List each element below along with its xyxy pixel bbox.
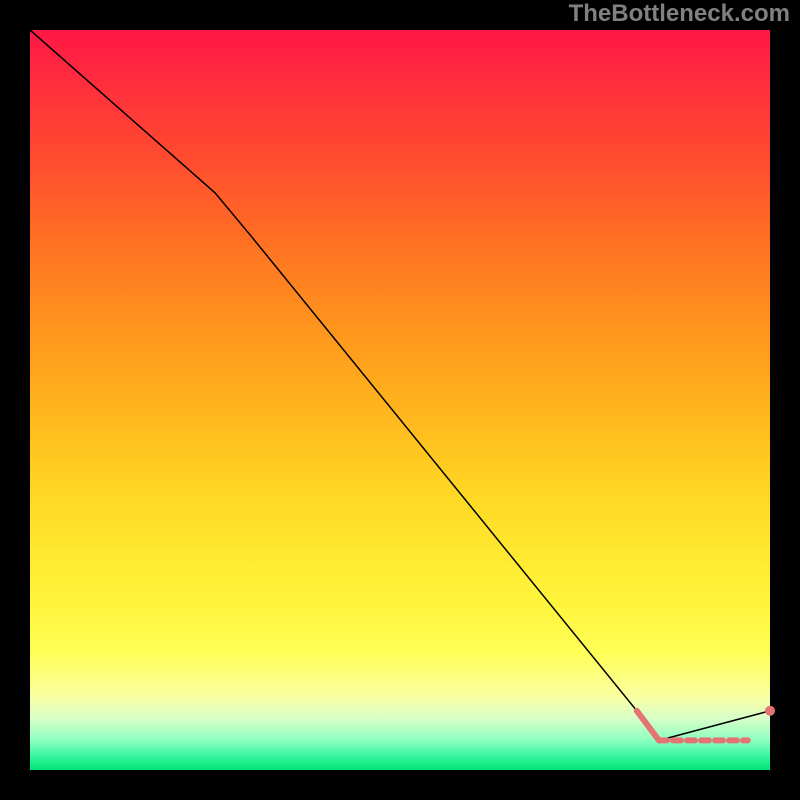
highlight-endpoint bbox=[765, 706, 775, 716]
bottleneck-chart bbox=[0, 0, 800, 800]
plot-background bbox=[30, 30, 770, 770]
chart-container: TheBottleneck.com bbox=[0, 0, 800, 800]
watermark-text: TheBottleneck.com bbox=[569, 0, 790, 28]
